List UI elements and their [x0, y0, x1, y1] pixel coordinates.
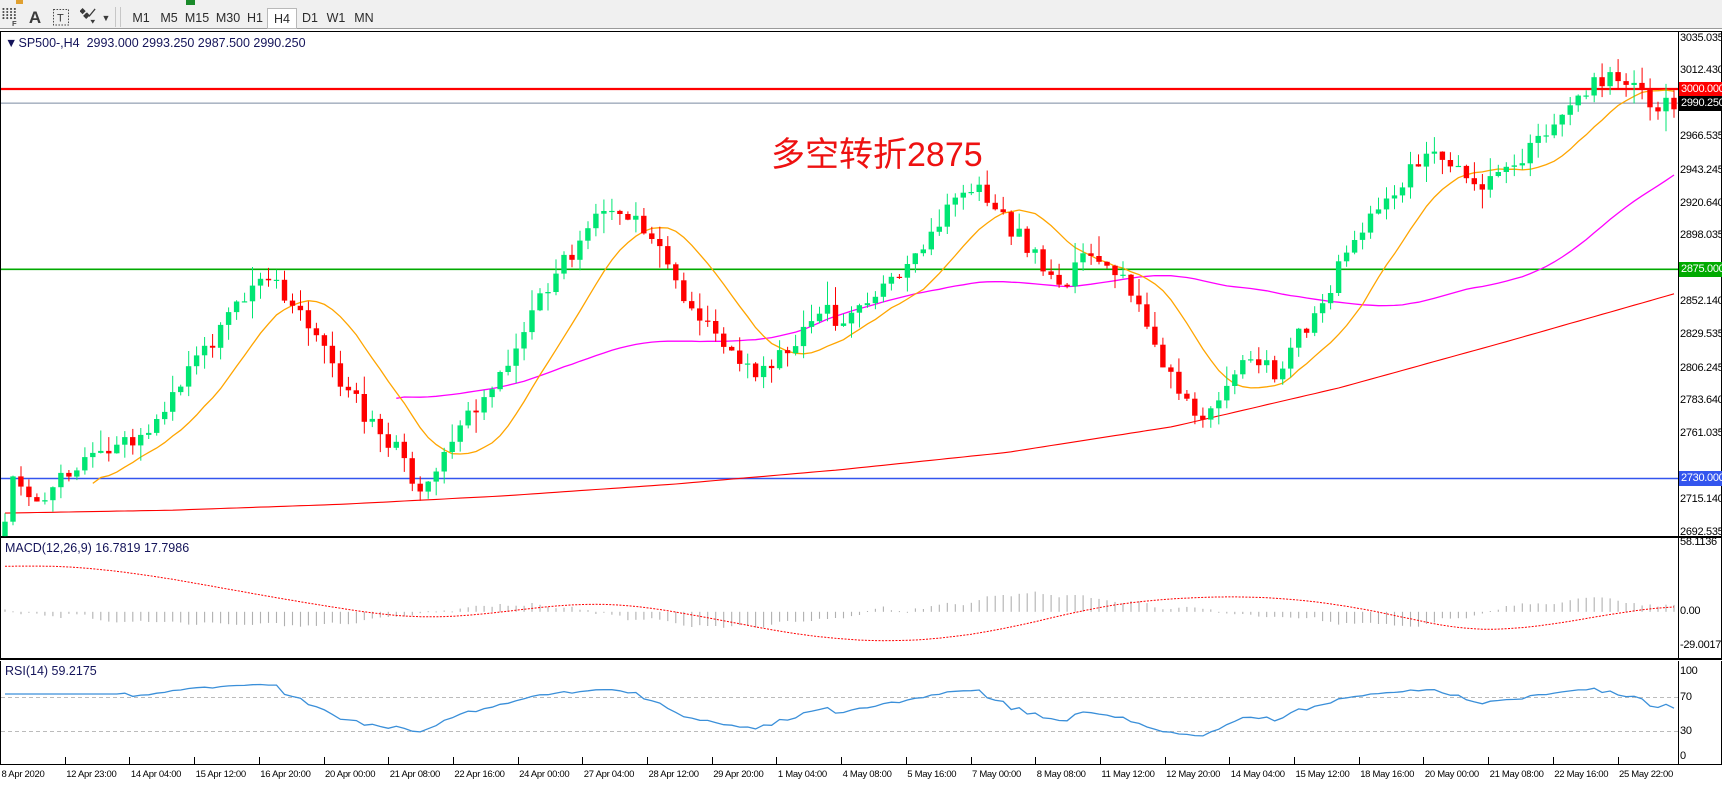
svg-text:F: F [12, 19, 17, 27]
svg-text:T: T [57, 13, 64, 25]
